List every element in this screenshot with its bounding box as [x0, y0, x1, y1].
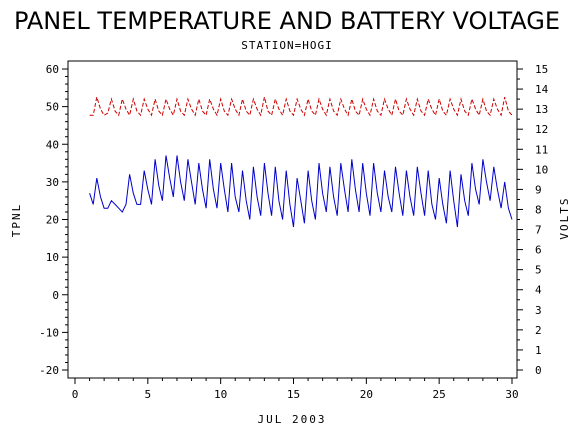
x-axis: 0 5 10 15 20 25 30	[72, 378, 519, 401]
y-left-tick-label: 10	[46, 251, 59, 264]
y-left-tick-label: 0	[52, 289, 59, 302]
x-tick-label: 10	[214, 388, 227, 401]
battery-voltage-line	[89, 96, 513, 117]
y-right-tick-label: 2	[535, 324, 542, 337]
x-tick-label: 0	[72, 388, 79, 401]
chart-subtitle: STATION=HOGI	[241, 39, 332, 52]
y-right-tick-label: 3	[535, 304, 542, 317]
y-right-tick-label: 6	[535, 244, 542, 257]
y-left-tick-label: 30	[46, 176, 59, 189]
y-left-tick-label: 20	[46, 214, 59, 227]
y-right-tick-label: 5	[535, 264, 542, 277]
y-right-tick-label: 0	[535, 364, 542, 377]
y-axis-left-label: TPNL	[10, 203, 23, 238]
y-right-tick-label: 8	[535, 203, 542, 216]
y-right-tick-label: 9	[535, 183, 542, 196]
x-tick-label: 25	[433, 388, 446, 401]
x-tick-label: 15	[287, 388, 300, 401]
y-right-tick-label: 12	[535, 123, 548, 136]
series-layer	[89, 96, 513, 228]
panel-temperature-line	[89, 155, 513, 228]
y-right-tick-label: 10	[535, 163, 548, 176]
y-right-tick-label: 4	[535, 284, 542, 297]
y-right-tick-label: 15	[535, 63, 548, 76]
y-right-tick-label: 13	[535, 103, 548, 116]
y-right-tick-label: 14	[535, 83, 549, 96]
x-axis-label: JUL 2003	[258, 413, 327, 426]
y-right-tick-label: 11	[535, 143, 548, 156]
x-tick-label: 5	[145, 388, 152, 401]
y-right-tick-label: 7	[535, 224, 542, 237]
y-axis-left: -20 -10 0 10 20 30 40 50 60	[39, 63, 68, 377]
y-left-tick-label: 40	[46, 138, 59, 151]
x-tick-label: 30	[505, 388, 518, 401]
y-left-tick-label: 60	[46, 63, 59, 76]
y-left-tick-label: 50	[46, 101, 59, 114]
x-tick-label: 20	[360, 388, 373, 401]
y-right-tick-label: 1	[535, 344, 542, 357]
y-left-tick-label: -10	[39, 326, 59, 339]
chart-title: PANEL TEMPERATURE AND BATTERY VOLTAGE	[14, 7, 560, 35]
y-axis-right-label: VOLTS	[558, 196, 570, 239]
y-left-tick-label: -20	[39, 364, 59, 377]
